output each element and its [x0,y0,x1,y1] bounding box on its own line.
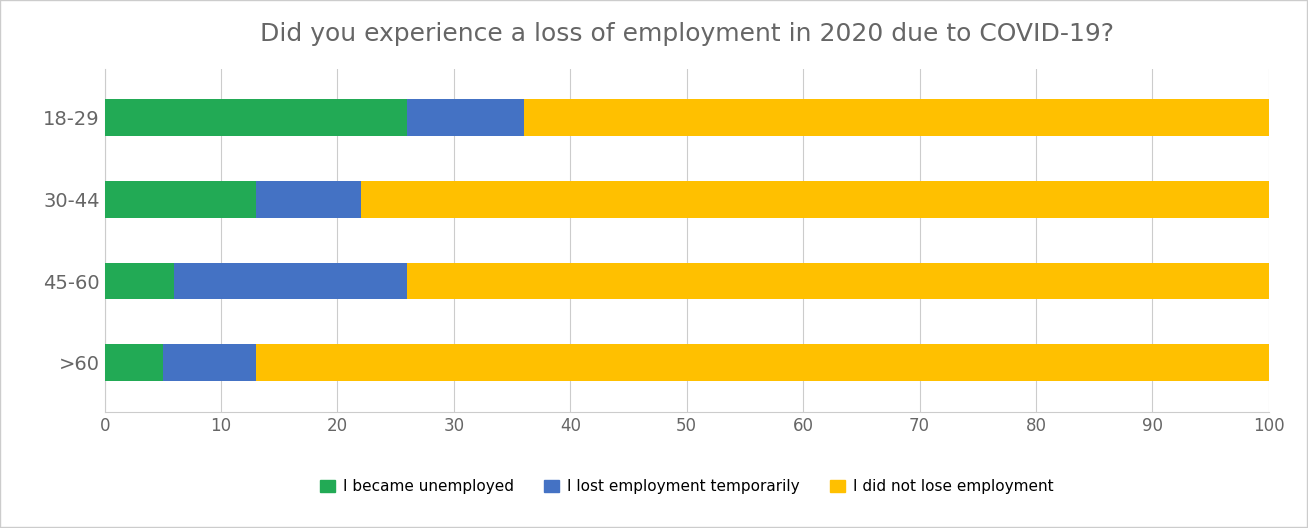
Bar [174,263,407,299]
Bar [407,99,523,136]
Title: Did you experience a loss of employment in 2020 due to COVID-19?: Did you experience a loss of employment … [260,22,1113,46]
Bar [105,344,162,381]
Bar [256,344,1269,381]
Bar [162,344,256,381]
Bar [105,181,256,218]
Bar [407,263,1269,299]
Legend: I became unemployed, I lost employment temporarily, I did not lose employment: I became unemployed, I lost employment t… [314,473,1059,501]
Bar [256,181,361,218]
Bar [361,181,1269,218]
Bar [105,263,174,299]
Bar [523,99,1269,136]
Bar [105,99,407,136]
